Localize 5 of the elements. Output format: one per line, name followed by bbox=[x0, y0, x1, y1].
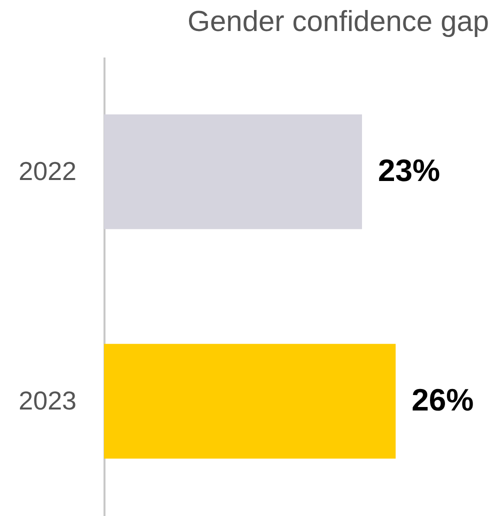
chart-title: Gender confidence gap bbox=[188, 6, 489, 38]
y-tick-label: 2023 bbox=[18, 385, 76, 416]
y-tick-label: 2022 bbox=[18, 156, 76, 186]
data-label: 23% bbox=[378, 152, 440, 188]
data-label: 26% bbox=[412, 382, 474, 418]
